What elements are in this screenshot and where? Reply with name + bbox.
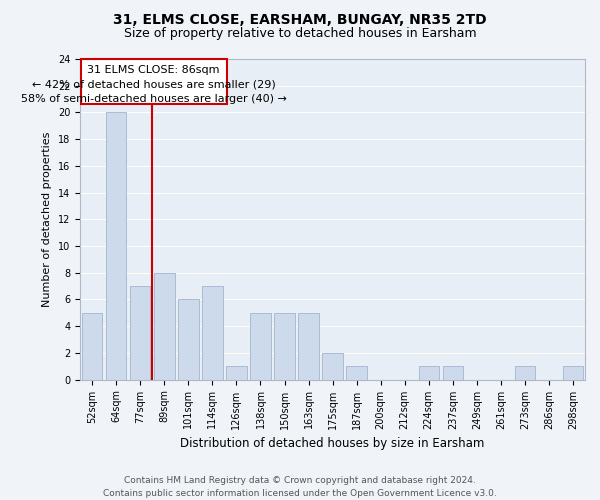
Bar xyxy=(82,313,103,380)
Bar xyxy=(274,313,295,380)
FancyBboxPatch shape xyxy=(80,59,227,104)
Y-axis label: Number of detached properties: Number of detached properties xyxy=(43,132,52,307)
Text: 31 ELMS CLOSE: 86sqm: 31 ELMS CLOSE: 86sqm xyxy=(88,65,220,75)
Bar xyxy=(443,366,463,380)
Bar xyxy=(106,112,127,380)
Bar xyxy=(515,366,535,380)
Bar xyxy=(419,366,439,380)
Bar xyxy=(563,366,583,380)
X-axis label: Distribution of detached houses by size in Earsham: Distribution of detached houses by size … xyxy=(181,437,485,450)
Bar xyxy=(226,366,247,380)
Text: Size of property relative to detached houses in Earsham: Size of property relative to detached ho… xyxy=(124,28,476,40)
Text: ← 42% of detached houses are smaller (29): ← 42% of detached houses are smaller (29… xyxy=(32,80,275,90)
Bar xyxy=(178,300,199,380)
Bar xyxy=(250,313,271,380)
Text: Contains HM Land Registry data © Crown copyright and database right 2024.
Contai: Contains HM Land Registry data © Crown c… xyxy=(103,476,497,498)
Bar xyxy=(322,353,343,380)
Bar xyxy=(298,313,319,380)
Bar xyxy=(154,272,175,380)
Bar xyxy=(130,286,151,380)
Bar xyxy=(346,366,367,380)
Text: 31, ELMS CLOSE, EARSHAM, BUNGAY, NR35 2TD: 31, ELMS CLOSE, EARSHAM, BUNGAY, NR35 2T… xyxy=(113,12,487,26)
Bar xyxy=(202,286,223,380)
Text: 58% of semi-detached houses are larger (40) →: 58% of semi-detached houses are larger (… xyxy=(21,94,287,104)
